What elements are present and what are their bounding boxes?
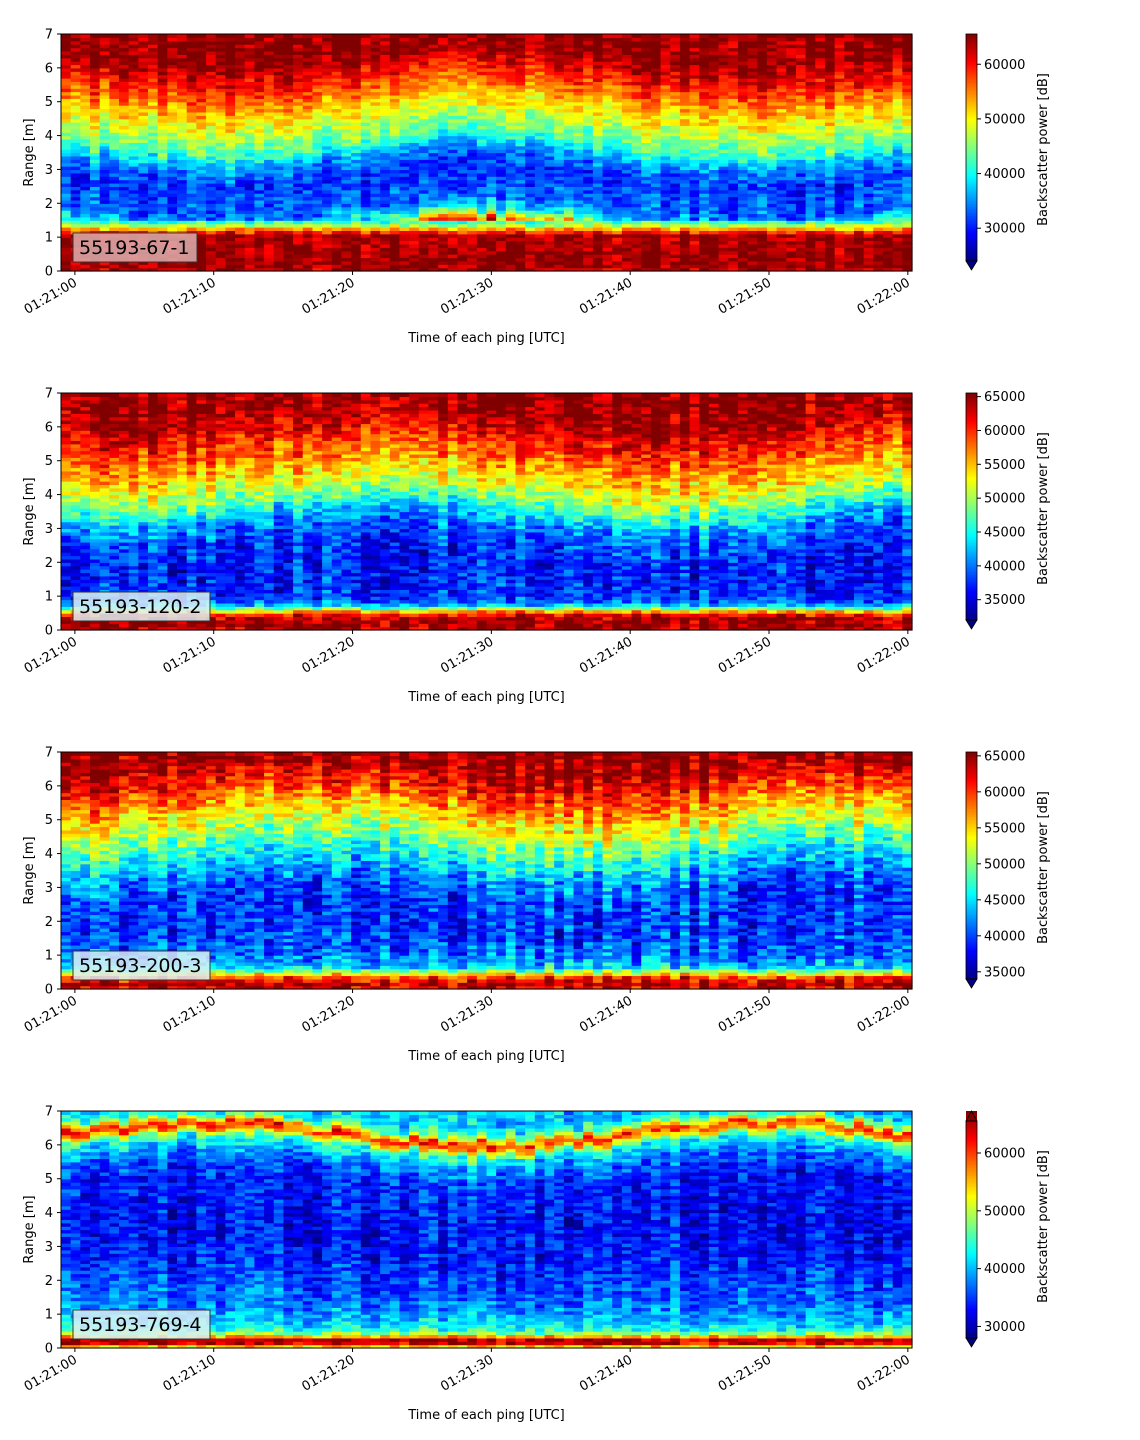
- heatmap-cell: [661, 34, 671, 38]
- heatmap-cell: [409, 34, 419, 38]
- heatmap-cell: [245, 34, 255, 38]
- heatmap-cell: [380, 34, 390, 38]
- heatmap-cell: [332, 34, 342, 38]
- heatmap-cell: [177, 34, 187, 38]
- heatmap-cell: [487, 34, 497, 38]
- heatmap-cell: [61, 34, 71, 38]
- heatmap-cell: [80, 34, 90, 38]
- heatmap-cell: [535, 34, 545, 38]
- heatmap-cell: [419, 34, 429, 38]
- heatmap-cell: [641, 34, 651, 38]
- heatmap-cell: [651, 34, 661, 38]
- heatmap-cell: [448, 34, 458, 38]
- heatmap-cell: [109, 34, 119, 38]
- heatmap-cell: [545, 34, 555, 38]
- heatmap-cell: [428, 34, 438, 38]
- heatmap-cell: [496, 34, 506, 38]
- heatmap-cell: [148, 34, 158, 38]
- heatmap-cell: [399, 34, 409, 38]
- heatmap-cell: [187, 34, 197, 38]
- heatmap-cell: [283, 34, 293, 38]
- heatmap-cell: [516, 34, 526, 38]
- heatmap-cell: [322, 34, 332, 38]
- heatmap-cell: [225, 34, 235, 38]
- heatmap-cell: [457, 34, 467, 38]
- heatmap-cell: [254, 34, 264, 38]
- heatmap-cell: [100, 34, 110, 38]
- heatmap-cell: [506, 34, 516, 38]
- heatmap-cell: [274, 34, 284, 38]
- heatmap-cell: [699, 34, 709, 38]
- heatmap-cell: [90, 34, 100, 38]
- heatmap-cell: [351, 34, 361, 38]
- heatmap-cell: [196, 34, 206, 38]
- heatmap-cell: [603, 34, 613, 38]
- heatmap-cell: [709, 34, 719, 38]
- heatmap-cell: [612, 34, 622, 38]
- heatmap-cell: [390, 34, 400, 38]
- heatmap-cell: [554, 34, 564, 38]
- heatmap-cell: [312, 34, 322, 38]
- heatmap-cell: [728, 34, 738, 38]
- heatmap-cell: [583, 34, 593, 38]
- heatmap-cell: [467, 34, 477, 38]
- heatmap-cell: [293, 34, 303, 38]
- heatmap-cell: [525, 34, 535, 38]
- heatmap-cell: [129, 34, 139, 38]
- heatmap-cell: [574, 34, 584, 38]
- heatmap-cell: [341, 34, 351, 38]
- heatmap-cell: [632, 34, 642, 38]
- heatmap-cell: [235, 34, 245, 38]
- heatmap-cell: [719, 34, 729, 38]
- heatmap-cell: [690, 34, 700, 38]
- heatmap-cell: [71, 34, 81, 38]
- heatmap-cell: [564, 34, 574, 38]
- heatmap-cell: [370, 34, 380, 38]
- heatmap-cell: [167, 34, 177, 38]
- heatmap-cell: [216, 34, 226, 38]
- heatmap-cell: [477, 34, 487, 38]
- heatmap-cell: [361, 34, 371, 38]
- heatmap-cell: [670, 34, 680, 38]
- heatmap-cell: [738, 34, 748, 38]
- heatmap-cell: [438, 34, 448, 38]
- heatmap-cell: [622, 34, 632, 38]
- heatmap-cell: [264, 34, 274, 38]
- heatmap-cell: [593, 34, 603, 38]
- heatmap-cell: [303, 34, 313, 38]
- heatmap-cell: [138, 34, 148, 38]
- heatmap-cell: [680, 34, 690, 38]
- heatmap-cell: [119, 34, 129, 38]
- heatmap-cell: [206, 34, 216, 38]
- heatmap-cell: [158, 34, 168, 38]
